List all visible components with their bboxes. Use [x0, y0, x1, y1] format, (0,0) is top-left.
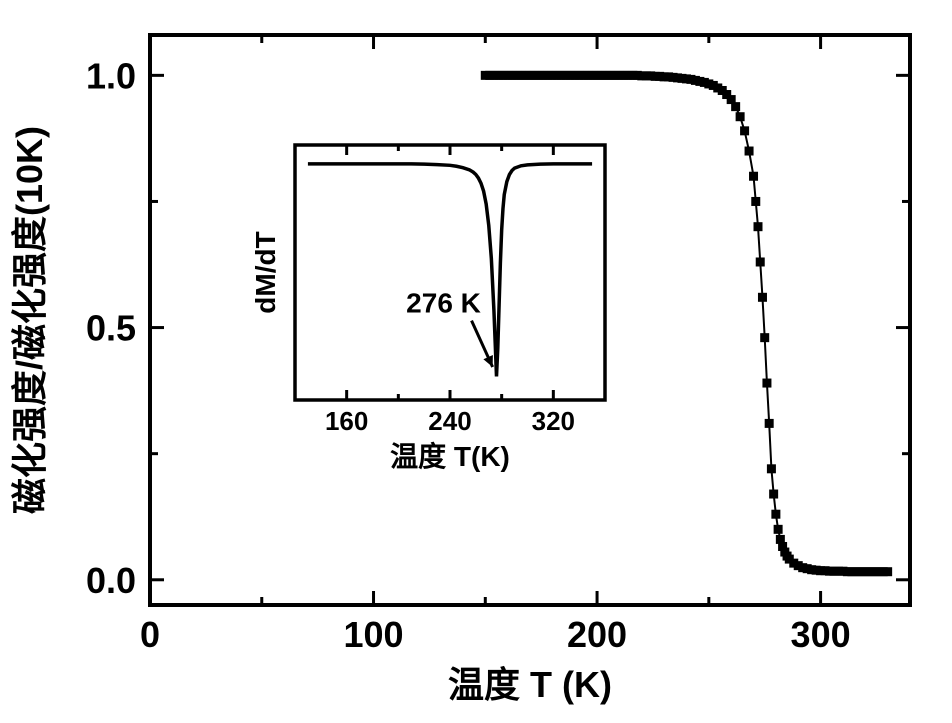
- main-series-marker: [883, 567, 892, 576]
- main-series-marker: [749, 172, 758, 181]
- xtick-label: 0: [140, 614, 160, 655]
- ytick-label: 0.5: [86, 308, 136, 349]
- xtick-label: 200: [567, 614, 627, 655]
- main-series-marker: [765, 419, 774, 428]
- main-series-marker: [762, 379, 771, 388]
- inset-annotation-text: 276 K: [406, 288, 481, 319]
- ytick-label: 0.0: [86, 560, 136, 601]
- inset-xtick-label: 160: [325, 406, 368, 436]
- ytick-label: 1.0: [86, 55, 136, 96]
- inset-y-axis-label: dM/dT: [250, 231, 281, 313]
- main-series-marker: [771, 510, 780, 519]
- main-series-marker: [736, 112, 745, 121]
- xtick-label: 100: [343, 614, 403, 655]
- xtick-label: 300: [791, 614, 851, 655]
- inset-x-axis-label: 温度 T(K): [390, 441, 510, 472]
- y-axis-label: 磁化强度/磁化强度(10K): [9, 126, 50, 514]
- main-series-marker: [745, 147, 754, 156]
- inset-plot-border: [295, 145, 605, 400]
- inset-xtick-label: 240: [428, 406, 471, 436]
- main-series-marker: [774, 525, 783, 534]
- main-series-marker: [756, 257, 765, 266]
- main-series-marker: [758, 293, 767, 302]
- main-series-marker: [769, 490, 778, 499]
- chart-svg: 0 100 200 300 0.0 0.5 1.0 温度 T (K) 磁化强度/磁化强度(10K…: [0, 0, 952, 723]
- main-series-marker: [751, 197, 760, 206]
- main-series-marker: [740, 126, 749, 135]
- main-series-marker: [754, 222, 763, 231]
- main-series-marker: [767, 464, 776, 473]
- x-axis-label: 温度 T (K): [448, 664, 612, 705]
- inset-xtick-label: 320: [532, 406, 575, 436]
- main-series-marker: [731, 102, 740, 111]
- main-series-marker: [760, 333, 769, 342]
- figure-container: 0 100 200 300 0.0 0.5 1.0 温度 T (K) 磁化强度/磁化强度(10K…: [0, 0, 952, 723]
